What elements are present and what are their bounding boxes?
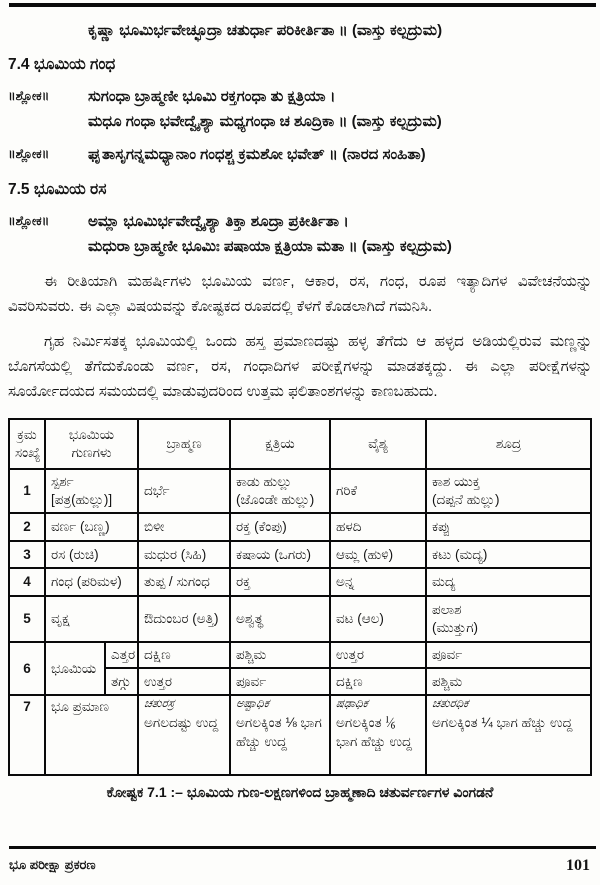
table-row: 7 ಭೂ ಪ್ರಮಾಣ ಚತುರಸ್ರ ಅಗಲದಷ್ಟು ಉದ್ದ ಅಷ್ಟಾಧ…	[8, 694, 593, 776]
data-cell: ಬಿಳೀ	[137, 512, 232, 542]
shloka-line: ಸುಗಂಧಾ ಬ್ರಾಹ್ಮಣೀ ಭೂಮಿ ರಕ್ತಗಂಧಾ ತು ಕ್ಷತ್ರ…	[88, 88, 336, 105]
serial-cell: 6	[8, 641, 46, 696]
data-cell: ಕಷಾಯ (ಒಗರು)	[229, 540, 332, 569]
section-heading-7-5: 7.5 ಭೂಮಿಯ ರಸ	[8, 181, 107, 198]
handwritten-annotation: ಷಢಾಧಿಕ	[335, 698, 369, 710]
section-heading-7-4: 7.4 ಭೂಮಿಯ ಗಂಧ	[8, 56, 116, 73]
table-row: 5 ವೃಕ್ಷ ಔದುಂಬರ (ಅತ್ತಿ) ಅಶ್ವತ್ಥ ವಟ (ಆಲ) ಪ…	[8, 595, 593, 643]
header-property: ಭೂಮಿಯ ಗುಣಗಳು	[43, 418, 140, 470]
serial-cell: 3	[8, 540, 46, 569]
table-row: 2 ವರ್ಣ (ಬಣ್ಣ) ಬಿಳೀ ರಕ್ತ (ಕೆಂಪು) ಹಳದಿ ಕಪ್…	[8, 512, 593, 542]
data-cell: ಪಲಾಶ (ಮುತ್ತುಗ)	[425, 595, 593, 643]
property-cell: ಭೂ ಪ್ರಮಾಣ	[43, 694, 140, 776]
shloka-line: ಅಮ್ಲಾ ಭೂಮಿರ್ಭವೇದ್ವೈಶ್ಯಾ ತಿಕ್ತಾ ಶೂದ್ರಾ ಪ್…	[88, 213, 349, 230]
serial-cell: 1	[8, 468, 46, 514]
data-cell: ಉತ್ತರ	[137, 667, 232, 696]
header-kshatriya: ಕ್ಷತ್ರಿಯ	[229, 418, 332, 470]
cell-text: ಅಗಲಕ್ಕಿಂತ ¼ ಭಾಗ ಹೆಚ್ಚು ಉದ್ದ	[432, 715, 573, 730]
header-vaishya: ವೈಶ್ಯ	[329, 418, 428, 470]
serial-cell: 4	[8, 567, 46, 597]
data-cell: ಉತ್ತರ	[329, 641, 428, 669]
handwritten-annotation: ಚತುರಧಿಕ	[431, 698, 470, 710]
property-cell: ಗಂಧ (ಪರಿಮಳ)	[43, 567, 140, 597]
table-row: 3 ರಸ (ರುಚಿ) ಮಧುರ (ಸಿಹಿ) ಕಷಾಯ (ಒಗರು) ಆಮ್ಲ…	[8, 540, 593, 569]
shloka-block: ॥ಶ್ಲೋಕ॥ ಸುಗಂಧಾ ಬ್ರಾಹ್ಮಣೀ ಭೂಮಿ ರಕ್ತಗಂಧಾ ತ…	[8, 84, 592, 134]
footer-chapter-title: ಭೂ ಪರೀಕ್ಷಾ ಪ್ರಕರಣ	[9, 857, 96, 872]
data-cell: ಗರಿಕೆ	[329, 468, 428, 514]
serial-cell: 2	[8, 512, 46, 542]
shloka-line: ಮಧೂ ಗಂಧಾ ಭವೇದ್ವೈಶ್ಯಾ ಮಧ್ಯಗಂಧಾ ಚ ಶೂದ್ರಿಕಾ…	[88, 113, 442, 130]
data-cell: ಅನ್ನ	[329, 567, 428, 597]
sub-label-cell: ಎತ್ತರ	[103, 641, 140, 669]
shloka-lines: ಘೃತಾಸೃಗನ್ನಮಧ್ಯಾನಾಂ ಗಂಧಶ್ಚ ಕ್ರಮಶೋ ಭವೇತ್ ॥…	[88, 142, 426, 167]
data-cell: ಚತುರಸ್ರ ಅಗಲದಷ್ಟು ಉದ್ದ	[137, 694, 232, 776]
cell-text: ಅಗಲಕ್ಕಿಂತ ⅙ ಭಾಗ ಹೆಚ್ಚು ಉದ್ದ	[336, 715, 413, 749]
page-content: ಕೃಷ್ಣಾ ಭೂಮಿರ್ಭವೇಚ್ಛೂದ್ರಾ ಚತುರ್ಧಾ ಪರಿಕೀರ್…	[8, 22, 593, 800]
property-cell: ರಸ (ರುಚಿ)	[43, 540, 140, 569]
data-cell: ಮದ್ಯ	[425, 567, 593, 597]
data-cell: ಕಾಶ ಯುಕ್ತ (ದಪ್ಪನೆ ಹುಲ್ಲು)	[425, 468, 593, 514]
handwritten-annotation: ಅಷ್ಟಾಧಿಕ	[235, 698, 270, 710]
varna-classification-table: ಕ್ರಮ ಸಂಖ್ಯೆ ಭೂಮಿಯ ಗುಣಗಳು ಬ್ರಾಹ್ಮಣ ಕ್ಷತ್ರ…	[8, 418, 593, 776]
data-cell: ರಕ್ತ (ಕೆಂಪು)	[229, 512, 332, 542]
shloka-line: ಮಧುರಾ ಬ್ರಾಹ್ಮಣೀ ಭೂಮಿಃ ಪಷಾಯಾ ಕ್ಷತ್ರಿಯಾ ಮತ…	[88, 238, 452, 255]
property-cell: ಭೂಮಿಯ	[44, 641, 106, 696]
data-cell: ವಟ (ಆಲ)	[329, 595, 428, 643]
shloka-marker: ॥ಶ್ಲೋಕ॥	[8, 89, 50, 103]
property-cell: ವೃಕ್ಷ	[43, 595, 140, 643]
data-cell: ಆಮ್ಲ (ಹುಳಿ)	[329, 540, 428, 569]
body-paragraph: ಗೃಹ ನಿರ್ಮಿಸತಕ್ಕ ಭೂಮಿಯಲ್ಲಿ ಒಂದು ಹಸ್ತ ಪ್ರಮ…	[8, 333, 592, 400]
shloka-block: ॥ಶ್ಲೋಕ॥ ಘೃತಾಸೃಗನ್ನಮಧ್ಯಾನಾಂ ಗಂಧಶ್ಚ ಕ್ರಮಶೋ…	[8, 142, 592, 167]
data-cell: ಕಟು (ಮದ್ಯ)	[425, 540, 593, 569]
data-cell: ಕಾಡು ಹುಲ್ಲು (ಜೊಂಡೇ ಹುಲ್ಲು)	[229, 468, 332, 514]
property-cell: ವರ್ಣ (ಬಣ್ಣ)	[43, 512, 140, 542]
cell-text: ಅಗಲಕ್ಕಿಂತ ⅛ ಭಾಗ ಹೆಚ್ಚು ಉದ್ದ	[236, 715, 322, 749]
body-paragraph: ಈ ರೀತಿಯಾಗಿ ಮಹರ್ಷಿಗಳು ಭೂಮಿಯ ವರ್ಣ, ಆಕಾರ, ರ…	[8, 273, 592, 315]
data-cell: ದಕ್ಷಿಣ	[137, 641, 232, 669]
data-cell: ರಕ್ತ	[229, 567, 332, 597]
table-row: 6 ಭೂಮಿಯ ಎತ್ತರ ದಕ್ಷಿಣ ಪಶ್ಚಿಮ ಉತ್ತರ ಪೂರ್ವ	[8, 641, 593, 696]
top-border-rule	[9, 3, 596, 7]
serial-cell: 7	[8, 694, 46, 776]
serial-cell: 5	[8, 595, 46, 643]
table-header-row: ಕ್ರಮ ಸಂಖ್ಯೆ ಭೂಮಿಯ ಗುಣಗಳು ಬ್ರಾಹ್ಮಣ ಕ್ಷತ್ರ…	[8, 418, 593, 470]
header-brahmana: ಬ್ರಾಹ್ಮಣ	[137, 418, 232, 470]
data-cell: ಔದುಂಬರ (ಅತ್ತಿ)	[137, 595, 232, 643]
table-caption: ಕೋಷ್ಟಕ 7.1 :– ಭೂಮಿಯ ಗುಣ-ಲಕ್ಷಣಗಳಿಂದ ಬ್ರಾಹ…	[106, 784, 494, 800]
data-cell: ಕಪ್ಪು	[425, 512, 593, 542]
shloka-marker: ॥ಶ್ಲೋಕ॥	[8, 147, 50, 161]
data-cell: ಹಳದಿ	[329, 512, 428, 542]
table-row: 1 ಸ್ಪರ್ಶ [ಪತ್ರ(ಹುಲ್ಲು)] ದರ್ಭೆ ಕಾಡು ಹುಲ್ಲ…	[8, 468, 593, 514]
data-cell: ದರ್ಭೆ	[137, 468, 232, 514]
shloka-lines: ಅಮ್ಲಾ ಭೂಮಿರ್ಭವೇದ್ವೈಶ್ಯಾ ತಿಕ್ತಾ ಶೂದ್ರಾ ಪ್…	[88, 209, 452, 259]
table-row: 4 ಗಂಧ (ಪರಿಮಳ) ತುಪ್ಪ / ಸುಗಂಧ ರಕ್ತ ಅನ್ನ ಮದ…	[8, 567, 593, 597]
data-cell: ಪಶ್ಚಿಮ	[229, 641, 332, 669]
property-cell: ಸ್ಪರ್ಶ [ಪತ್ರ(ಹುಲ್ಲು)]	[43, 468, 140, 514]
sub-label-cell: ತಗ್ಗು	[103, 667, 140, 696]
data-cell: ಅಷ್ಟಾಧಿಕ ಅಗಲಕ್ಕಿಂತ ⅛ ಭಾಗ ಹೆಚ್ಚು ಉದ್ದ	[229, 694, 332, 776]
handwritten-annotation: ಚತುರಸ್ರ	[143, 698, 176, 710]
data-cell: ದಕ್ಷಿಣ	[329, 667, 428, 696]
shloka-line: ಘೃತಾಸೃಗನ್ನಮಧ್ಯಾನಾಂ ಗಂಧಶ್ಚ ಕ್ರಮಶೋ ಭವೇತ್ ॥…	[88, 146, 426, 163]
data-cell: ಪೂರ್ವ	[229, 667, 332, 696]
cell-text: ಅಗಲದಷ್ಟು ಉದ್ದ	[144, 715, 219, 730]
header-shudra: ಶೂದ್ರ	[425, 418, 593, 470]
data-cell: ಮಧುರ (ಸಿಹಿ)	[137, 540, 232, 569]
shloka-marker: ॥ಶ್ಲೋಕ॥	[8, 214, 50, 228]
data-cell: ಪಶ್ಚಿಮ	[425, 667, 593, 696]
data-cell: ಅಶ್ವತ್ಥ	[229, 595, 332, 643]
footer-rule	[9, 846, 596, 849]
header-serial: ಕ್ರಮ ಸಂಖ್ಯೆ	[8, 418, 46, 470]
carryover-verse-line: ಕೃಷ್ಣಾ ಭೂಮಿರ್ಭವೇಚ್ಛೂದ್ರಾ ಚತುರ್ಧಾ ಪರಿಕೀರ್…	[88, 22, 443, 39]
shloka-lines: ಸುಗಂಧಾ ಬ್ರಾಹ್ಮಣೀ ಭೂಮಿ ರಕ್ತಗಂಧಾ ತು ಕ್ಷತ್ರ…	[88, 84, 442, 134]
table-row: ತಗ್ಗು ಉತ್ತರ ಪೂರ್ವ ದಕ್ಷಿಣ ಪಶ್ಚಿಮ	[9, 667, 593, 696]
data-cell: ಪೂರ್ವ	[425, 641, 593, 669]
data-cell: ಚತುರಧಿಕ ಅಗಲಕ್ಕಿಂತ ¼ ಭಾಗ ಹೆಚ್ಚು ಉದ್ದ	[425, 694, 593, 776]
data-cell: ತುಪ್ಪ / ಸುಗಂಧ	[137, 567, 232, 597]
shloka-block: ॥ಶ್ಲೋಕ॥ ಅಮ್ಲಾ ಭೂಮಿರ್ಭವೇದ್ವೈಶ್ಯಾ ತಿಕ್ತಾ ಶ…	[8, 209, 592, 259]
page-number: 101	[566, 857, 590, 874]
data-cell: ಷಢಾಧಿಕ ಅಗಲಕ್ಕಿಂತ ⅙ ಭಾಗ ಹೆಚ್ಚು ಉದ್ದ	[329, 694, 428, 776]
